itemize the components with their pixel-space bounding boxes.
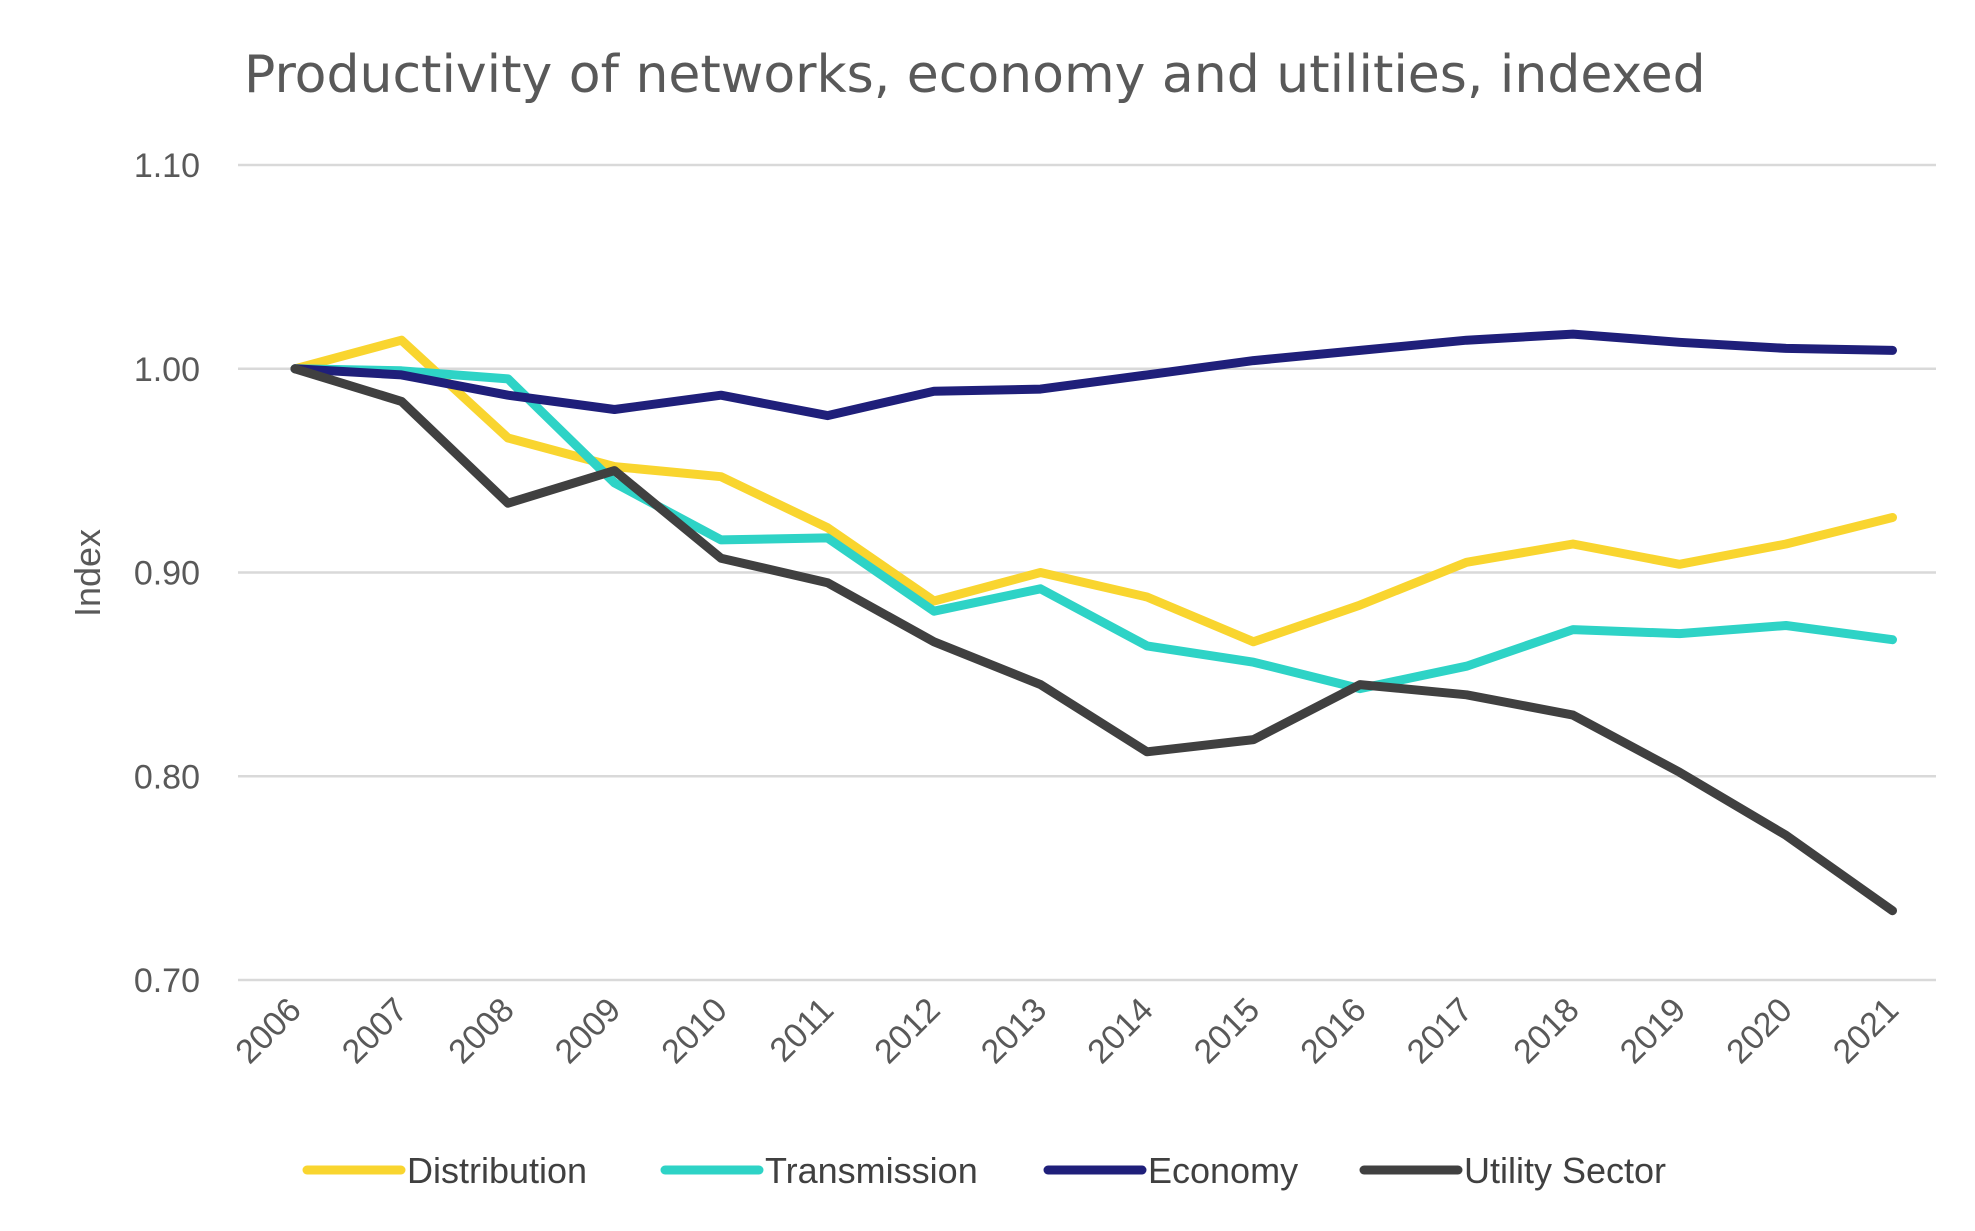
x-tick-label: 2015 — [1187, 991, 1267, 1071]
legend-label-transmission: Transmission — [765, 1150, 978, 1191]
x-tick-label: 2013 — [974, 991, 1054, 1071]
x-tick-label: 2011 — [763, 991, 842, 1070]
x-tick-label: 2008 — [441, 991, 521, 1071]
x-tick-label: 2017 — [1400, 991, 1480, 1071]
y-axis-label: Index — [67, 529, 108, 617]
x-axis-ticks: 2006 2007 2008 2009 2010 2011 2012 2013 2014 2015… — [228, 991, 1906, 1071]
y-tick-label: 0.80 — [134, 758, 200, 796]
gridlines — [238, 163, 1936, 982]
y-tick-label: 0.90 — [134, 555, 200, 593]
y-tick-label: 0.70 — [134, 962, 200, 1000]
x-tick-label: 2014 — [1080, 991, 1160, 1071]
x-tick-label: 2019 — [1613, 991, 1693, 1071]
series-line-transmission — [290, 364, 1897, 694]
y-axis-ticks: 0.70 0.80 0.90 1.00 1.10 — [134, 147, 200, 1000]
chart-title: Productivity of networks, economy and ut… — [244, 45, 1706, 105]
y-tick-label: 1.00 — [134, 351, 200, 389]
legend-label-utility-sector: Utility Sector — [1464, 1150, 1666, 1191]
series-line-utility-sector — [290, 364, 1897, 916]
series-line-economy — [290, 329, 1897, 421]
x-tick-label: 2020 — [1719, 991, 1799, 1071]
x-tick-label: 2009 — [548, 991, 628, 1071]
x-tick-label: 2021 — [1826, 991, 1906, 1071]
series-line-distribution — [290, 335, 1897, 647]
x-tick-label: 2012 — [867, 991, 947, 1071]
x-tick-label: 2010 — [654, 991, 734, 1071]
legend-label-economy: Economy — [1148, 1150, 1298, 1191]
x-tick-label: 2007 — [335, 991, 415, 1071]
series-lines — [290, 329, 1897, 916]
y-tick-label: 1.10 — [134, 147, 200, 185]
legend: Distribution Transmission Economy Utility S… — [302, 1150, 1666, 1191]
x-tick-label: 2016 — [1293, 991, 1373, 1071]
x-tick-label: 2018 — [1506, 991, 1586, 1071]
x-tick-label: 2006 — [228, 991, 308, 1071]
legend-label-distribution: Distribution — [407, 1150, 587, 1191]
